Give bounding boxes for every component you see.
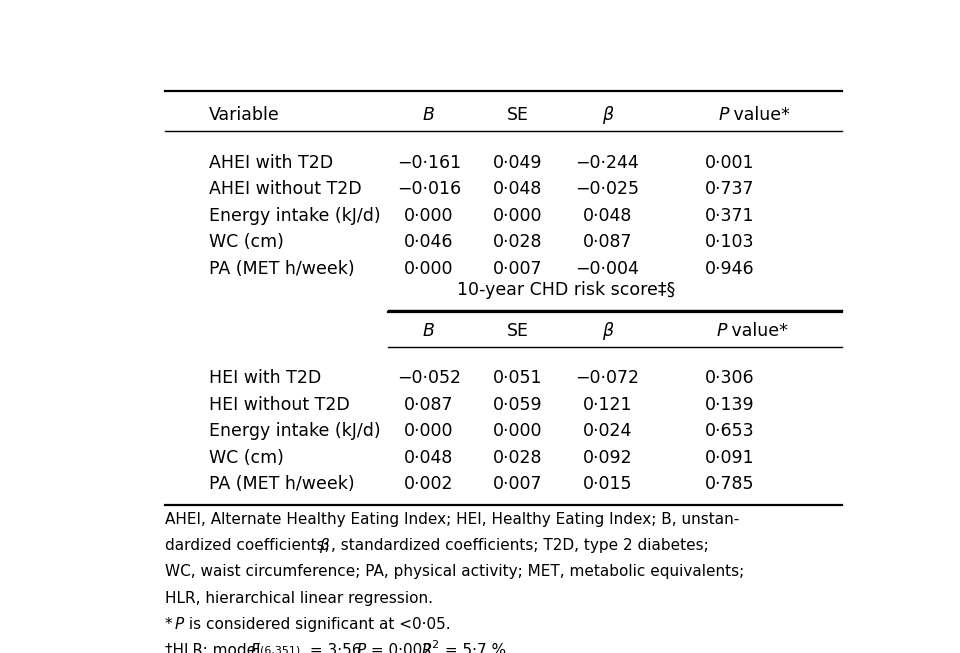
- Text: 0·001: 0·001: [706, 153, 755, 172]
- Text: 0·051: 0·051: [493, 370, 542, 387]
- Text: 0·000: 0·000: [493, 422, 542, 440]
- Text: 0·785: 0·785: [706, 475, 755, 493]
- Text: 0·049: 0·049: [493, 153, 542, 172]
- Text: value*: value*: [728, 106, 790, 124]
- Text: 0·002: 0·002: [404, 475, 453, 493]
- Text: †HLR: model: †HLR: model: [165, 643, 265, 653]
- Text: 0·103: 0·103: [706, 233, 755, 251]
- Text: 0·653: 0·653: [706, 422, 755, 440]
- Text: 0·091: 0·091: [706, 449, 755, 467]
- Text: 0·048: 0·048: [583, 207, 632, 225]
- Text: (6,351): (6,351): [260, 645, 300, 653]
- Text: P: P: [717, 322, 727, 340]
- Text: 0·059: 0·059: [493, 396, 542, 414]
- Text: −0·244: −0·244: [575, 153, 639, 172]
- Text: −0·025: −0·025: [575, 180, 639, 198]
- Text: Energy intake (kJ/d): Energy intake (kJ/d): [209, 422, 381, 440]
- Text: AHEI without T2D: AHEI without T2D: [209, 180, 362, 198]
- Text: = 0·002,: = 0·002,: [366, 643, 442, 653]
- Text: PA (MET h/week): PA (MET h/week): [209, 260, 355, 278]
- Text: β: β: [602, 106, 612, 124]
- Text: SE: SE: [507, 322, 529, 340]
- Text: 0·000: 0·000: [493, 207, 542, 225]
- Text: 0·121: 0·121: [583, 396, 632, 414]
- Text: P: P: [719, 106, 730, 124]
- Text: F: F: [251, 643, 260, 653]
- Text: HLR, hierarchical linear regression.: HLR, hierarchical linear regression.: [165, 590, 433, 605]
- Text: value*: value*: [727, 322, 788, 340]
- Text: 10-year CHD risk score‡§: 10-year CHD risk score‡§: [457, 281, 676, 300]
- Text: 0·000: 0·000: [404, 260, 453, 278]
- Text: PA (MET h/week): PA (MET h/week): [209, 475, 355, 493]
- Text: 0·092: 0·092: [583, 449, 632, 467]
- Text: R: R: [422, 643, 433, 653]
- Text: Variable: Variable: [209, 106, 280, 124]
- Text: 0·087: 0·087: [404, 396, 453, 414]
- Text: −0·016: −0·016: [396, 180, 461, 198]
- Text: −0·072: −0·072: [575, 370, 639, 387]
- Text: 0·028: 0·028: [493, 449, 542, 467]
- Text: WC (cm): WC (cm): [209, 233, 284, 251]
- Text: 0·139: 0·139: [706, 396, 755, 414]
- Text: β: β: [320, 538, 329, 553]
- Text: = 5·7 %.: = 5·7 %.: [440, 643, 511, 653]
- Text: 0·007: 0·007: [493, 475, 542, 493]
- Text: B: B: [422, 106, 435, 124]
- Text: B: B: [422, 322, 435, 340]
- Text: P: P: [175, 617, 183, 631]
- Text: dardized coefficients;: dardized coefficients;: [165, 538, 334, 553]
- Text: 0·946: 0·946: [706, 260, 755, 278]
- Text: Energy intake (kJ/d): Energy intake (kJ/d): [209, 207, 381, 225]
- Text: WC (cm): WC (cm): [209, 449, 284, 467]
- Text: *: *: [165, 617, 172, 631]
- Text: 2: 2: [431, 641, 438, 650]
- Text: AHEI, Alternate Healthy Eating Index; HEI, Healthy Eating Index; B, unstan-: AHEI, Alternate Healthy Eating Index; HE…: [165, 512, 739, 527]
- Text: 0·087: 0·087: [583, 233, 632, 251]
- Text: 0·000: 0·000: [404, 422, 453, 440]
- Text: HEI with T2D: HEI with T2D: [209, 370, 322, 387]
- Text: 0·046: 0·046: [404, 233, 453, 251]
- Text: 0·028: 0·028: [493, 233, 542, 251]
- Text: WC, waist circumference; PA, physical activity; MET, metabolic equivalents;: WC, waist circumference; PA, physical ac…: [165, 564, 744, 579]
- Text: = 3·56,: = 3·56,: [304, 643, 371, 653]
- Text: HEI without T2D: HEI without T2D: [209, 396, 350, 414]
- Text: β: β: [602, 322, 612, 340]
- Text: 0·015: 0·015: [583, 475, 632, 493]
- Text: SE: SE: [507, 106, 529, 124]
- Text: , standardized coefficients; T2D, type 2 diabetes;: , standardized coefficients; T2D, type 2…: [330, 538, 708, 553]
- Text: AHEI with T2D: AHEI with T2D: [209, 153, 333, 172]
- Text: is considered significant at <0·05.: is considered significant at <0·05.: [184, 617, 450, 631]
- Text: 0·007: 0·007: [493, 260, 542, 278]
- Text: −0·161: −0·161: [396, 153, 461, 172]
- Text: 0·371: 0·371: [706, 207, 755, 225]
- Text: −0·052: −0·052: [396, 370, 461, 387]
- Text: 0·000: 0·000: [404, 207, 453, 225]
- Text: P: P: [356, 643, 366, 653]
- Text: −0·004: −0·004: [575, 260, 639, 278]
- Text: 0·306: 0·306: [706, 370, 755, 387]
- Text: 0·048: 0·048: [493, 180, 542, 198]
- Text: 0·024: 0·024: [583, 422, 632, 440]
- Text: 0·737: 0·737: [706, 180, 755, 198]
- Text: 0·048: 0·048: [404, 449, 453, 467]
